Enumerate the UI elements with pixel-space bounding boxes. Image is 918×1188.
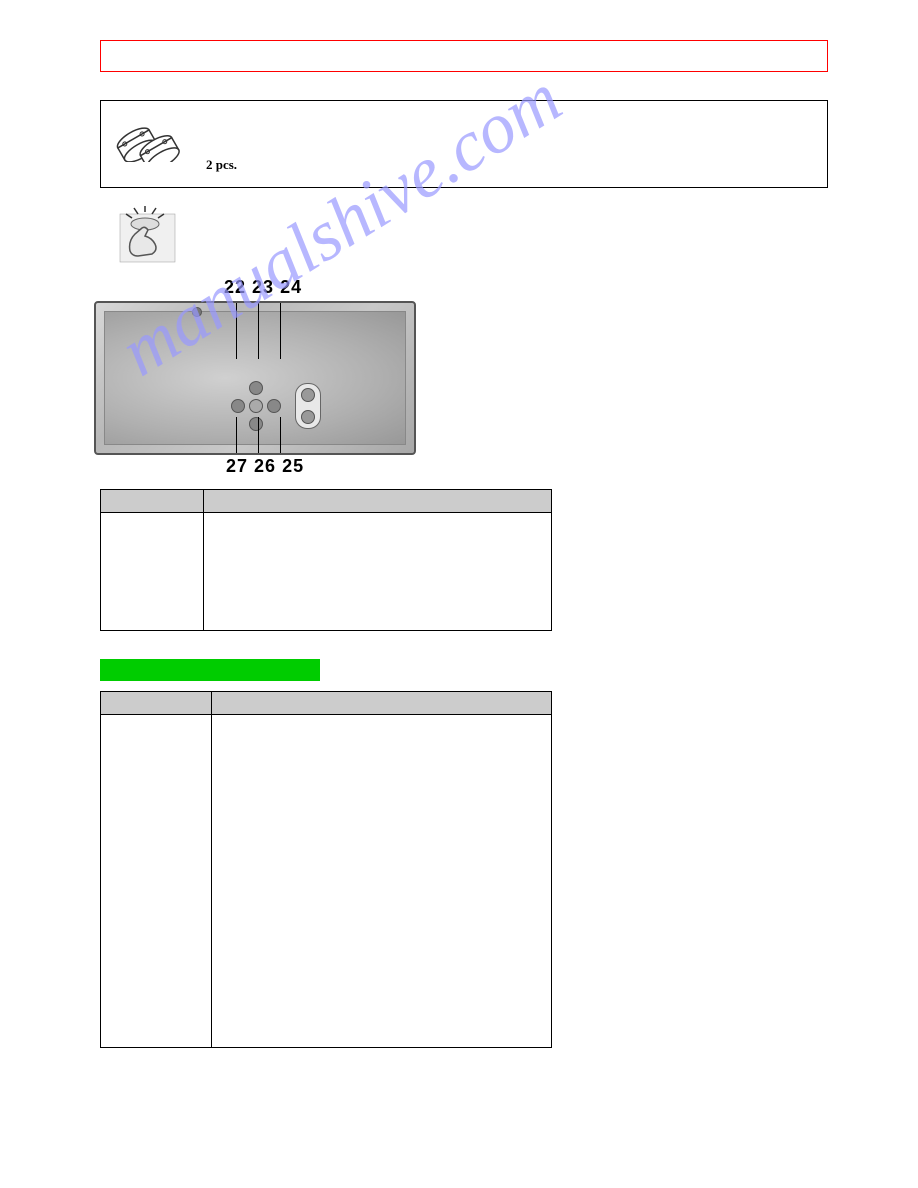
button-panel xyxy=(231,381,291,431)
batteries-icon xyxy=(109,107,204,167)
callout-22: 22 xyxy=(224,277,246,297)
bottom-callout-numbers: 27 26 25 xyxy=(226,456,304,477)
table2-header-col2 xyxy=(212,692,552,715)
info-table-1 xyxy=(100,489,552,631)
green-highlight-bar xyxy=(100,659,320,681)
red-outline-box xyxy=(100,40,828,72)
quantity-label: 2 pcs. xyxy=(206,157,237,173)
table1-body-col1 xyxy=(101,513,204,631)
info-table-2 xyxy=(100,691,552,1048)
device-body xyxy=(94,301,416,455)
parts-required-box: 2 pcs. xyxy=(100,100,828,188)
callout-24: 24 xyxy=(280,277,302,297)
device-diagram: 22 23 24 xyxy=(94,277,424,477)
top-callout-numbers: 22 23 24 xyxy=(224,277,302,298)
press-button-icon xyxy=(110,206,828,271)
table2-body-col2 xyxy=(212,715,552,1048)
callout-26: 26 xyxy=(254,456,276,476)
callout-23: 23 xyxy=(252,277,274,297)
table1-header-col2 xyxy=(204,490,552,513)
callout-25: 25 xyxy=(282,456,304,476)
page-container: 2 pcs. 22 23 24 xyxy=(0,0,918,1048)
table2-header-col1 xyxy=(101,692,212,715)
table1-body-col2 xyxy=(204,513,552,631)
callout-27: 27 xyxy=(226,456,248,476)
table2-body-col1 xyxy=(101,715,212,1048)
table1-header-col1 xyxy=(101,490,204,513)
